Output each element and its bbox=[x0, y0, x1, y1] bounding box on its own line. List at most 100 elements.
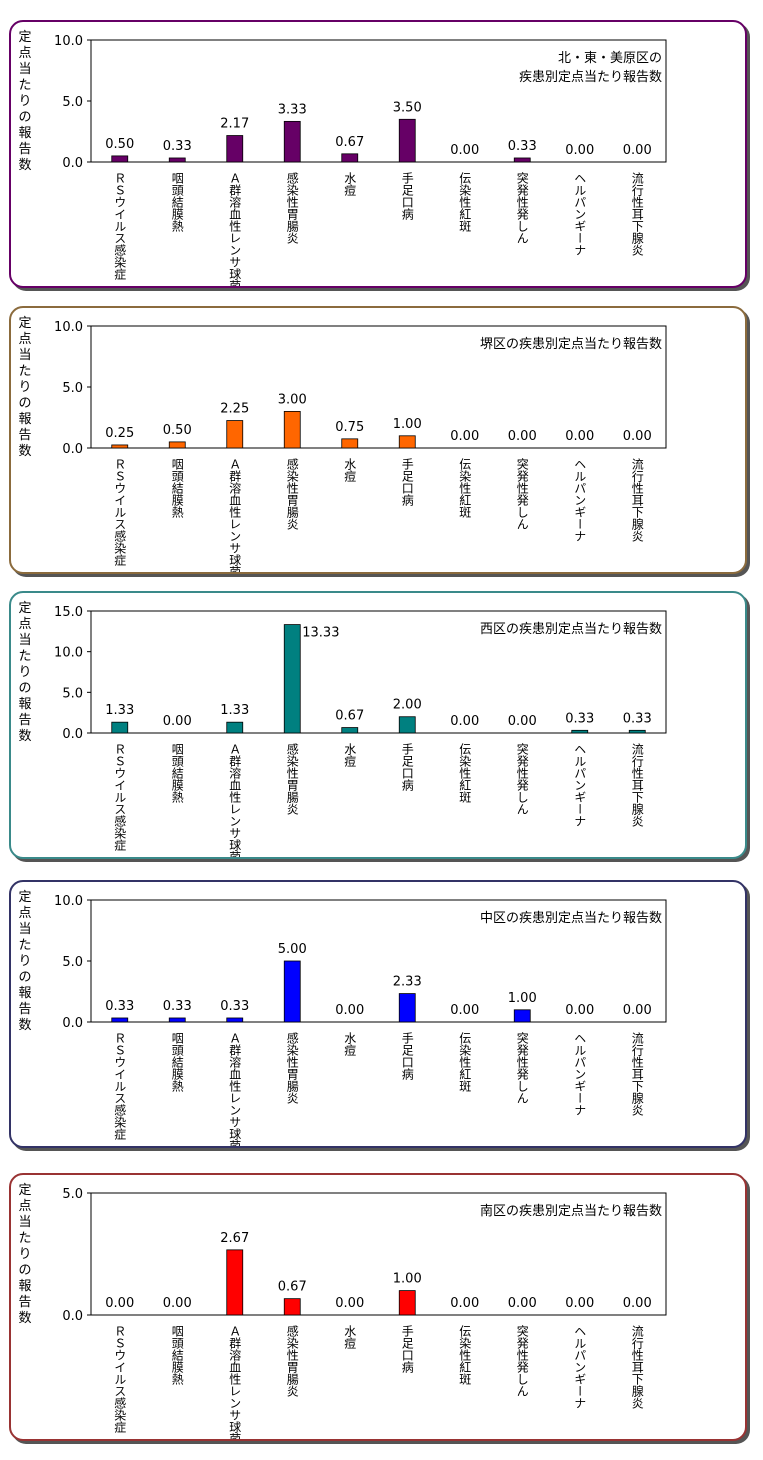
y-tick-label: 10.0 bbox=[54, 646, 83, 661]
category-label: Ａ群溶血性レンサ球菌咽頭炎 bbox=[228, 458, 242, 572]
y-axis-title: 定点当たりの報告数 bbox=[18, 316, 32, 459]
data-label: 1.33 bbox=[105, 703, 134, 718]
bar bbox=[111, 721, 129, 734]
data-label: 0.00 bbox=[508, 429, 537, 444]
category-label: 流行性耳下腺炎 bbox=[630, 172, 644, 256]
bar bbox=[168, 441, 186, 449]
bar bbox=[226, 1017, 244, 1023]
category-label: ヘルパンギーナ bbox=[573, 172, 587, 256]
y-tick-label: 5.0 bbox=[62, 381, 83, 396]
data-label: 0.50 bbox=[163, 423, 192, 438]
chart-title: 西区の疾患別定点当たり報告数 bbox=[480, 622, 662, 637]
bar bbox=[168, 157, 186, 163]
data-label: 1.00 bbox=[393, 1272, 422, 1287]
data-label: 0.00 bbox=[565, 143, 594, 158]
chart-title: 堺区の疾患別定点当たり報告数 bbox=[480, 337, 662, 352]
data-label: 0.25 bbox=[105, 426, 134, 441]
y-tick-label: 5.0 bbox=[62, 95, 83, 110]
bar bbox=[398, 993, 416, 1023]
category-label: 手足口病 bbox=[400, 1325, 414, 1374]
bar bbox=[283, 120, 301, 163]
data-label: 3.00 bbox=[278, 392, 307, 407]
chart-panel: 定点当たりの報告数 0.0 5.0 10.0 北・東・美原区の 疾患別定点当たり報告数 0.… bbox=[9, 20, 747, 288]
chart-panel: 定点当たりの報告数 0.0 5.0 10.0 中区の疾患別定点当たり報告数 0.33 ＲＳウ… bbox=[9, 880, 747, 1148]
data-label: 2.00 bbox=[393, 698, 422, 713]
data-label: 3.50 bbox=[393, 100, 422, 115]
category-label: 伝染性紅斑 bbox=[458, 1325, 472, 1386]
bar-chart: 0.0 5.0 10.0 15.0 西区の疾患別定点当たり報告数 1.33 ＲＳウイルス感染… bbox=[54, 605, 667, 857]
data-label: 0.00 bbox=[508, 714, 537, 729]
bar bbox=[111, 155, 129, 163]
category-label: 突発性発しん bbox=[515, 1324, 529, 1397]
data-label: 2.25 bbox=[220, 402, 249, 417]
bar-chart: 0.0 5.0 南区の疾患別定点当たり報告数 0.00 ＲＳウイルス感染症 0.00 咽頭結… bbox=[62, 1187, 667, 1439]
data-label: 0.33 bbox=[105, 999, 134, 1014]
data-label: 2.17 bbox=[220, 117, 249, 132]
category-label: ＲＳウイルス感染症 bbox=[113, 743, 127, 852]
category-label: 手足口病 bbox=[400, 743, 414, 792]
bar bbox=[513, 157, 531, 163]
category-label: ＲＳウイルス感染症 bbox=[113, 1325, 127, 1434]
data-label: 0.00 bbox=[450, 429, 479, 444]
bar bbox=[341, 438, 359, 449]
y-tick-label: 0.0 bbox=[62, 1016, 83, 1031]
y-axis-title: 定点当たりの報告数 bbox=[18, 30, 32, 173]
data-label: 0.00 bbox=[450, 143, 479, 158]
chart-panel: 定点当たりの報告数 0.0 5.0 南区の疾患別定点当たり報告数 0.00 ＲＳウイルス感… bbox=[9, 1173, 747, 1441]
bar bbox=[341, 153, 359, 163]
category-label: 水痘 bbox=[343, 458, 357, 483]
category-label: Ａ群溶血性レンサ球菌咽頭炎 bbox=[228, 172, 242, 286]
category-label: 感染性胃腸炎 bbox=[285, 457, 299, 530]
y-tick-label: 5.0 bbox=[62, 955, 83, 970]
data-label: 0.00 bbox=[623, 1296, 652, 1311]
data-label: 0.00 bbox=[450, 714, 479, 729]
category-label: 水痘 bbox=[343, 172, 357, 197]
chart-title: 疾患別定点当たり報告数 bbox=[519, 70, 662, 85]
y-tick-label: 10.0 bbox=[54, 894, 83, 909]
bar bbox=[398, 716, 416, 734]
y-tick-label: 0.0 bbox=[62, 1309, 83, 1324]
category-label: 伝染性紅斑 bbox=[458, 458, 472, 519]
category-label: 伝染性紅斑 bbox=[458, 743, 472, 804]
category-label: ヘルパンギーナ bbox=[573, 1325, 587, 1409]
bar bbox=[111, 444, 129, 449]
category-label: 手足口病 bbox=[400, 458, 414, 507]
bar bbox=[226, 135, 244, 163]
data-label: 5.00 bbox=[278, 942, 307, 957]
bar bbox=[513, 1009, 531, 1023]
data-label: 0.00 bbox=[163, 1296, 192, 1311]
category-label: 流行性耳下腺炎 bbox=[630, 1032, 644, 1116]
chart-title: 中区の疾患別定点当たり報告数 bbox=[480, 911, 662, 926]
category-label: 感染性胃腸炎 bbox=[285, 742, 299, 815]
data-label: 0.33 bbox=[220, 999, 249, 1014]
chart-panel: 定点当たりの報告数 0.0 5.0 10.0 15.0 西区の疾患別定点当たり報告数 1.3… bbox=[9, 591, 747, 859]
y-tick-label: 5.0 bbox=[62, 686, 83, 701]
data-label: 0.67 bbox=[335, 709, 364, 724]
data-label: 1.00 bbox=[393, 417, 422, 432]
category-label: ヘルパンギーナ bbox=[573, 458, 587, 542]
category-label: 突発性発しん bbox=[515, 171, 529, 244]
chart-panel: 定点当たりの報告数 0.0 5.0 10.0 堺区の疾患別定点当たり報告数 0.25 ＲＳウ… bbox=[9, 306, 747, 574]
category-label: ヘルパンギーナ bbox=[573, 743, 587, 827]
data-label: 0.33 bbox=[565, 711, 594, 726]
category-label: 咽頭結膜熱 bbox=[170, 458, 184, 519]
data-label: 0.00 bbox=[335, 1296, 364, 1311]
data-label: 13.33 bbox=[302, 626, 339, 641]
category-label: 流行性耳下腺炎 bbox=[630, 1325, 644, 1409]
y-tick-label: 0.0 bbox=[62, 156, 83, 171]
bar bbox=[571, 729, 589, 734]
data-label: 0.33 bbox=[163, 139, 192, 154]
category-label: 伝染性紅斑 bbox=[458, 172, 472, 233]
category-label: 手足口病 bbox=[400, 172, 414, 221]
data-label: 2.33 bbox=[393, 975, 422, 990]
bar bbox=[283, 411, 301, 449]
category-label: 流行性耳下腺炎 bbox=[630, 458, 644, 542]
data-label: 0.67 bbox=[278, 1280, 307, 1295]
data-label: 0.00 bbox=[163, 714, 192, 729]
bar bbox=[283, 1298, 301, 1316]
category-label: 感染性胃腸炎 bbox=[285, 1324, 299, 1397]
bar bbox=[168, 1017, 186, 1023]
y-tick-label: 5.0 bbox=[62, 1187, 83, 1202]
y-axis-title: 定点当たりの報告数 bbox=[18, 1183, 32, 1326]
bar-chart: 0.0 5.0 10.0 堺区の疾患別定点当たり報告数 0.25 ＲＳウイルス感染症 0.5… bbox=[54, 320, 667, 572]
